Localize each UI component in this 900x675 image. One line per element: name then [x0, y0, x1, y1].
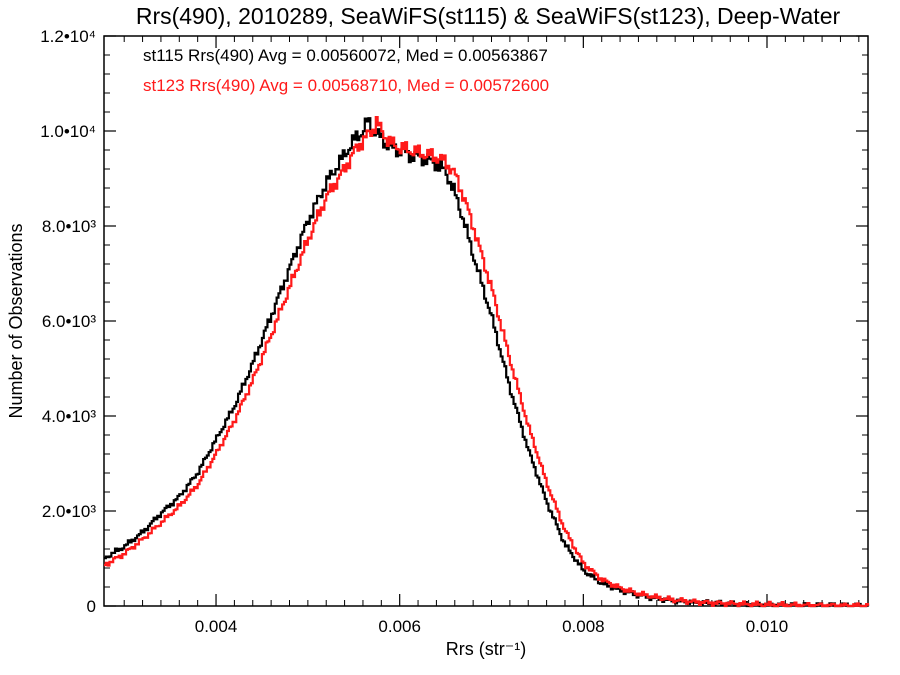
- plot-frame: [103, 35, 869, 607]
- x-axis-label: Rrs (str⁻¹): [446, 639, 526, 659]
- x-tick-label: 0.008: [562, 617, 605, 636]
- y-tick-label: 6.0•10³: [42, 312, 96, 331]
- y-tick-label: 2.0•10³: [42, 502, 96, 521]
- x-tick-label: 0.010: [746, 617, 789, 636]
- y-tick-label: 4.0•10³: [42, 407, 96, 426]
- series-line-st115: [104, 117, 870, 608]
- x-tick-label: 0.004: [195, 617, 238, 636]
- y-tick-label: 1.0•10⁴: [40, 122, 96, 141]
- series-group: [104, 116, 870, 608]
- series-line-st123: [104, 116, 870, 608]
- chart-title: Rrs(490), 2010289, SeaWiFS(st115) & SeaW…: [136, 3, 841, 29]
- x-tick-label: 0.006: [378, 617, 421, 636]
- axis-ticks: 0.004 0.006 0.008 0.010 0 2.0•10³ 4.0•10³ 6.0•1…: [40, 27, 868, 636]
- y-tick-label: 1.2•10⁴: [40, 27, 96, 46]
- y-tick-label: 0: [87, 597, 96, 616]
- annotation-st115: st115 Rrs(490) Avg = 0.00560072, Med = 0…: [143, 46, 548, 65]
- y-tick-label: 8.0•10³: [42, 217, 96, 236]
- annotation-st123: st123 Rrs(490) Avg = 0.00568710, Med = 0…: [143, 76, 549, 95]
- annotations: st115 Rrs(490) Avg = 0.00560072, Med = 0…: [143, 46, 549, 95]
- y-axis-label: Number of Observations: [6, 223, 26, 418]
